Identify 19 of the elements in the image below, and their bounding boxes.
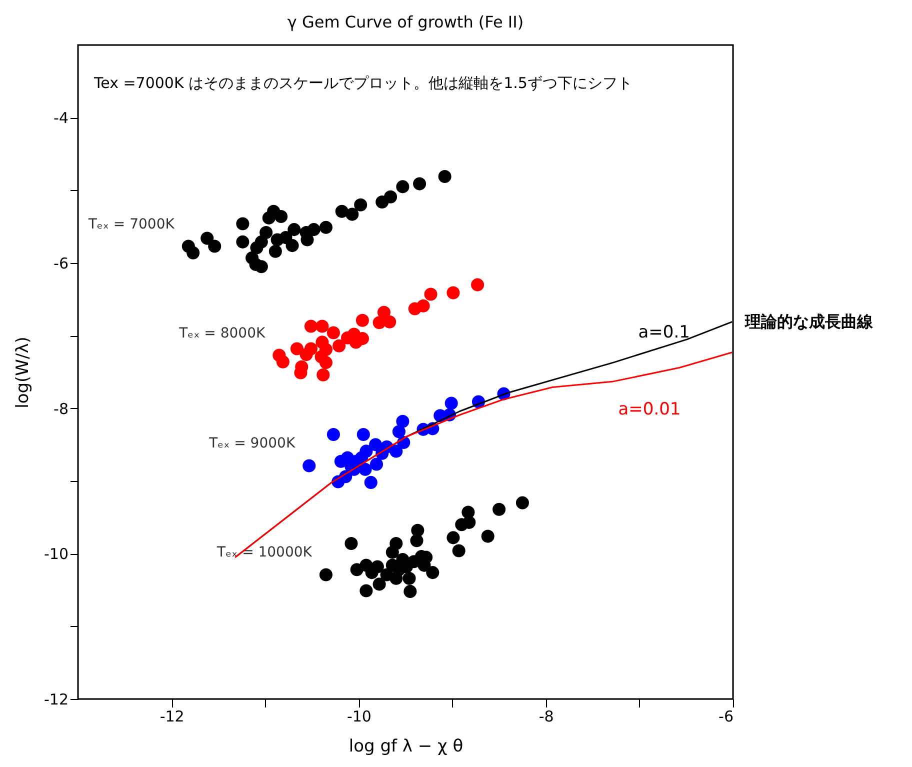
chart-title: γ Gem Curve of growth (Fe II) <box>287 12 524 32</box>
series-label: a=0.01 <box>618 399 681 420</box>
y-tick-label: -10 <box>44 545 68 564</box>
x-tick-label: -6 <box>718 708 734 726</box>
text: 理論的な成長曲線 <box>744 312 874 331</box>
series-label: Tₑₓ = 9000K <box>208 436 296 452</box>
y-tick-label: -6 <box>54 254 68 272</box>
series-label: a=0.1 <box>638 322 690 343</box>
annotation: Tex =7000K はそのままのスケールでプロット。他は縦軸を1.5ずつ下にシフト <box>93 74 632 92</box>
y-tick-label: -12 <box>44 690 68 708</box>
series-label: Tₑₓ = 8000K <box>178 325 266 342</box>
x-tick-label: -8 <box>538 708 554 726</box>
x-axis-title: log gf λ − χ θ <box>348 736 464 756</box>
y-tick-label: -8 <box>54 400 68 418</box>
series-label: Tₑₓ = 7000K <box>87 216 176 232</box>
y-tick-label: -4 <box>54 109 68 128</box>
y-axis-title: log(W/λ) <box>13 336 33 408</box>
x-tick-label: -12 <box>160 708 184 726</box>
x-tick-label: -10 <box>346 708 372 726</box>
